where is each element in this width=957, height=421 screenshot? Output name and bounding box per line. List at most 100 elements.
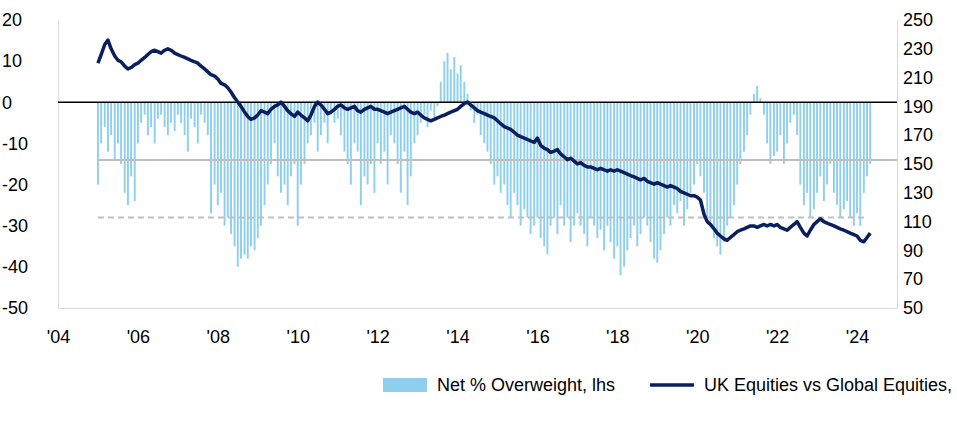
bar	[789, 102, 791, 123]
tick: -10	[2, 134, 58, 154]
bar	[500, 102, 502, 193]
bar	[546, 102, 548, 254]
tick: -50	[2, 298, 58, 318]
bar	[633, 102, 635, 225]
bar	[806, 102, 808, 193]
bar	[443, 61, 445, 102]
plot-area	[58, 40, 897, 275]
bar	[623, 102, 625, 267]
bar	[297, 102, 299, 225]
bar	[859, 102, 861, 225]
bar	[114, 102, 116, 160]
bar	[164, 102, 166, 127]
bar	[819, 102, 821, 176]
tick-label: '16	[526, 327, 549, 347]
bar	[843, 102, 845, 209]
x-axis-line	[59, 308, 898, 309]
bar	[144, 102, 146, 114]
legend-swatch	[650, 383, 694, 387]
bar	[699, 102, 701, 176]
tick-label: 210	[903, 68, 933, 88]
bar	[670, 102, 672, 225]
bar	[769, 102, 771, 164]
bar	[367, 102, 369, 184]
bar	[317, 102, 319, 151]
tick: '10	[286, 308, 309, 347]
bar	[130, 102, 132, 176]
tick: -30	[2, 216, 58, 236]
bar	[433, 102, 435, 118]
tick: 90	[897, 241, 923, 261]
bar	[277, 102, 279, 176]
bar	[150, 102, 152, 127]
bar	[390, 102, 392, 135]
tick: 50	[897, 298, 923, 318]
bar	[793, 102, 795, 114]
bar	[803, 102, 805, 205]
bar	[683, 102, 685, 225]
bar	[833, 102, 835, 193]
tick-label: '08	[207, 327, 230, 347]
bar	[204, 102, 206, 123]
bar	[137, 102, 139, 143]
bar	[497, 102, 499, 176]
bar	[739, 102, 741, 164]
tick: '14	[446, 308, 469, 347]
chart: '04'06'08'10'12'14'16'18'20'22'24-50-40-…	[0, 0, 957, 421]
tick: '12	[366, 308, 389, 347]
bar	[423, 102, 425, 114]
bar	[307, 102, 309, 143]
bar	[400, 102, 402, 193]
bar	[254, 102, 256, 250]
bar	[407, 102, 409, 205]
bar	[606, 102, 608, 225]
tick: '16	[526, 308, 549, 347]
bar	[600, 102, 602, 230]
bar	[866, 102, 868, 176]
bar	[636, 102, 638, 246]
bar	[177, 102, 179, 114]
bar	[773, 102, 775, 155]
bar	[284, 102, 286, 184]
tick: '20	[686, 308, 709, 347]
reference-line	[98, 159, 897, 161]
bar	[676, 102, 678, 213]
bar	[447, 53, 449, 102]
bar	[480, 102, 482, 135]
bar	[719, 102, 721, 254]
bar	[347, 102, 349, 164]
bar	[563, 102, 565, 225]
bar	[513, 102, 515, 193]
bar	[689, 102, 691, 193]
tick-label: '12	[366, 327, 389, 347]
bar	[403, 102, 405, 151]
tick-label: 90	[903, 241, 923, 261]
bar	[703, 102, 705, 193]
bar	[799, 102, 801, 184]
bar	[796, 102, 798, 135]
tick: 150	[897, 154, 933, 174]
bar	[530, 102, 532, 234]
bar	[360, 102, 362, 205]
bar	[733, 102, 735, 205]
bar	[427, 102, 429, 127]
tick-label: 190	[903, 97, 933, 117]
tick-label: 130	[903, 183, 933, 203]
bar	[457, 73, 459, 102]
bar	[100, 102, 102, 143]
bar	[140, 102, 142, 123]
bar	[327, 102, 329, 143]
bar	[194, 102, 196, 127]
legend-item: UK Equities vs Global Equities, rhs	[650, 375, 957, 395]
bar	[786, 102, 788, 143]
bar	[749, 102, 751, 114]
tick: '18	[606, 308, 629, 347]
bar	[450, 69, 452, 102]
bar	[673, 102, 675, 205]
bar	[593, 102, 595, 225]
bar	[660, 102, 662, 250]
bar	[117, 102, 119, 143]
bar	[240, 102, 242, 258]
bar	[663, 102, 665, 234]
bar	[550, 102, 552, 225]
